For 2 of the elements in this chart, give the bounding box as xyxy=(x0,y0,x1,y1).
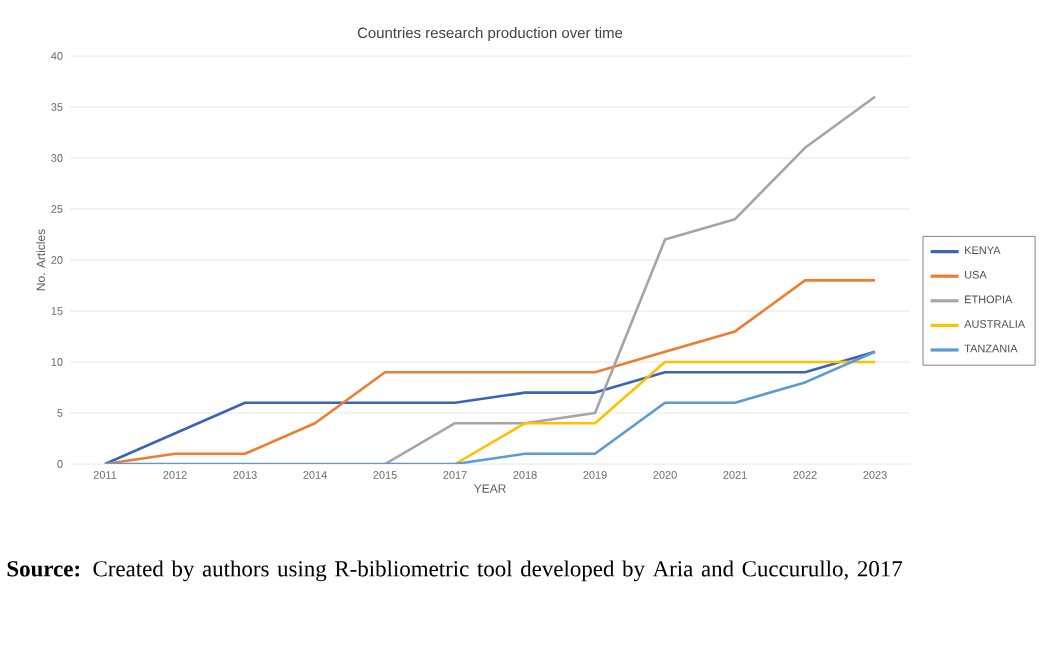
line-series xyxy=(383,95,877,464)
text: Source: Created by authors using R-bibliometric tool developed by Aria and Cuccurullo, 2017 xyxy=(7,560,903,582)
